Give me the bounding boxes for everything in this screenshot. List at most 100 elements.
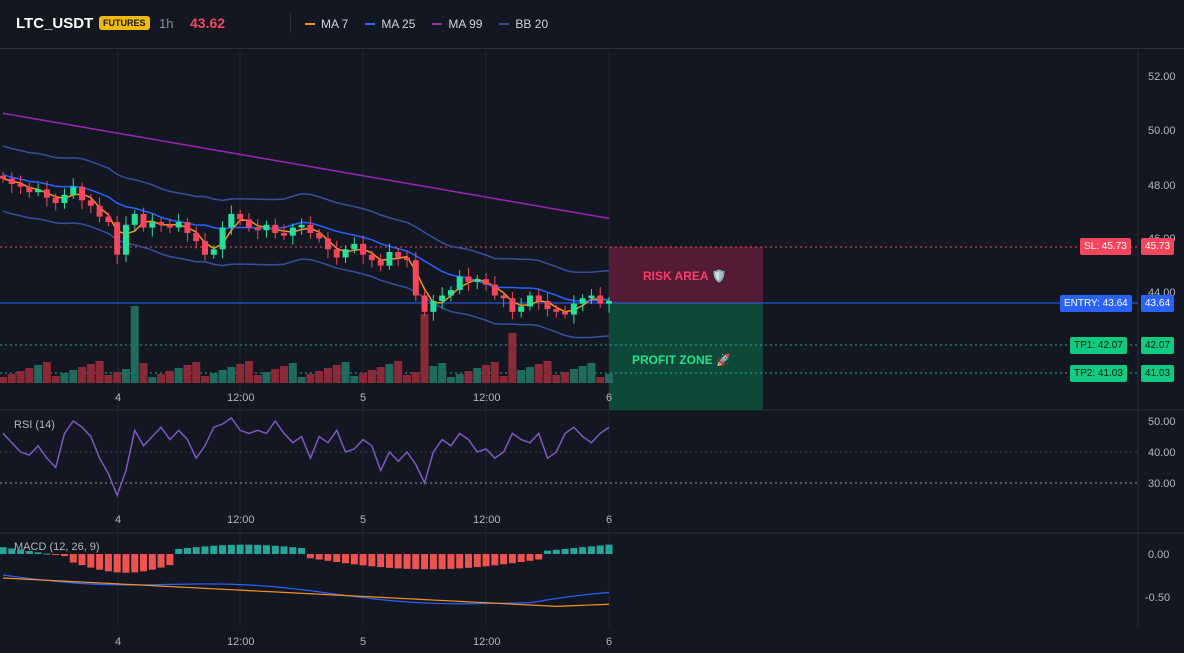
macd-histogram-bar [69,554,77,563]
candle-body [597,295,604,304]
legend-ma99[interactable]: MA 99 [432,17,482,31]
macd-histogram-bar [78,554,86,566]
candle-body [606,300,612,304]
candle-body [43,189,50,198]
candle-body [105,216,112,223]
volume-bar [157,374,166,383]
candle-body [588,295,595,299]
candle-body [342,249,349,258]
macd-histogram-bar [245,544,253,554]
time-tick: 4 [115,392,121,404]
chart-header: LTC_USDT FUTURES 1h 43.62 MA 7 MA 25 MA … [0,0,1184,49]
macd-histogram-bar [104,554,112,572]
volume-bar [244,361,253,383]
macd-histogram-bar [113,554,121,573]
macd-histogram-bar [482,554,490,567]
volume-bar [139,363,148,383]
candle-body [175,222,182,228]
symbol-title[interactable]: LTC_USDT [16,15,94,32]
macd-histogram-bar [500,554,508,565]
ma99-swatch-icon [432,23,443,25]
candle-body [518,306,525,312]
candle-body [52,197,59,204]
candle-body [228,213,235,228]
candle-body [324,238,331,250]
macd-histogram-bar [385,554,393,568]
macd-histogram-bar [552,549,560,554]
macd-histogram-bar [289,547,297,554]
time-tick: 6 [606,636,612,648]
macd-histogram-bar [394,554,402,569]
macd-histogram-bar [0,547,7,554]
candle-body [26,186,33,193]
vertical-grid [117,48,610,627]
candle-body [122,224,129,255]
last-price: 43.62 [190,15,226,31]
volume-bar [51,376,60,383]
candle-body [35,189,42,193]
bollinger-bands [2,145,610,339]
legend-bb20[interactable]: BB 20 [499,17,548,31]
volume-bar [438,363,447,383]
volume-bar [376,367,385,383]
legend-ma7[interactable]: MA 7 [305,17,348,31]
volume-bar [34,365,43,383]
candle-body [395,252,402,258]
indicator-legend: MA 7 MA 25 MA 99 BB 20 [305,17,548,31]
bb-swatch-icon [499,23,510,25]
candle-body [377,260,384,266]
candle-body [96,205,103,217]
macd-histogram-bar [429,554,437,570]
time-tick: 12:00 [473,514,501,526]
volume-bar [165,371,174,383]
macd-histogram [0,544,613,573]
candle-body [412,260,419,296]
timeframe-label[interactable]: 1h [159,16,174,31]
legend-ma25-label: MA 25 [381,17,416,31]
volume-bar [543,361,552,383]
macd-histogram-bar [227,544,235,554]
rsi-tick: 30.00 [1148,478,1176,490]
ma7-swatch-icon [305,23,315,25]
candle-body [149,222,156,228]
volume-bar [429,366,438,383]
rsi-label: RSI (14) [14,419,55,431]
time-tick: 4 [115,514,121,526]
time-axis-macd: 4 12:00 5 12:00 6 [115,636,612,648]
macd-histogram-bar [447,554,455,569]
volume-bar [578,366,587,383]
volume-bar [534,364,543,383]
risk-area-label: RISK AREA 🛡️ [643,269,726,283]
time-tick: 6 [606,392,612,404]
macd-histogram-bar [254,544,262,554]
volume-bar [525,367,534,383]
macd-histogram-bar [403,554,411,569]
candlesticks[interactable] [0,171,612,324]
candle-body [140,213,147,228]
macd-histogram-bar [236,544,244,554]
volume-bar [7,374,16,383]
tp2-axis-tag: 41.03 [1141,365,1175,382]
candle-body [307,224,314,233]
profit-zone-label: PROFIT ZONE 🚀 [632,353,731,367]
volume-bar [69,370,78,383]
legend-ma25[interactable]: MA 25 [365,17,415,31]
volume-bar [218,370,227,383]
volume-bar [236,364,245,383]
macd-histogram-bar [464,554,472,568]
macd-histogram-bar [306,554,314,559]
candle-body [535,295,542,301]
volume-bar [464,371,473,383]
macd-histogram-bar [324,554,332,561]
volume-bar [587,363,596,383]
ma99-line [2,112,610,220]
candle-body [526,295,533,307]
ma25-swatch-icon [365,23,376,25]
candle-body [17,184,24,187]
sl-tag: SL: 45.73 [1080,238,1131,255]
volume-bar [227,367,236,383]
candle-body [579,298,586,304]
entry-tag: ENTRY: 43.64 [1060,295,1132,312]
volume-bar [209,373,218,383]
